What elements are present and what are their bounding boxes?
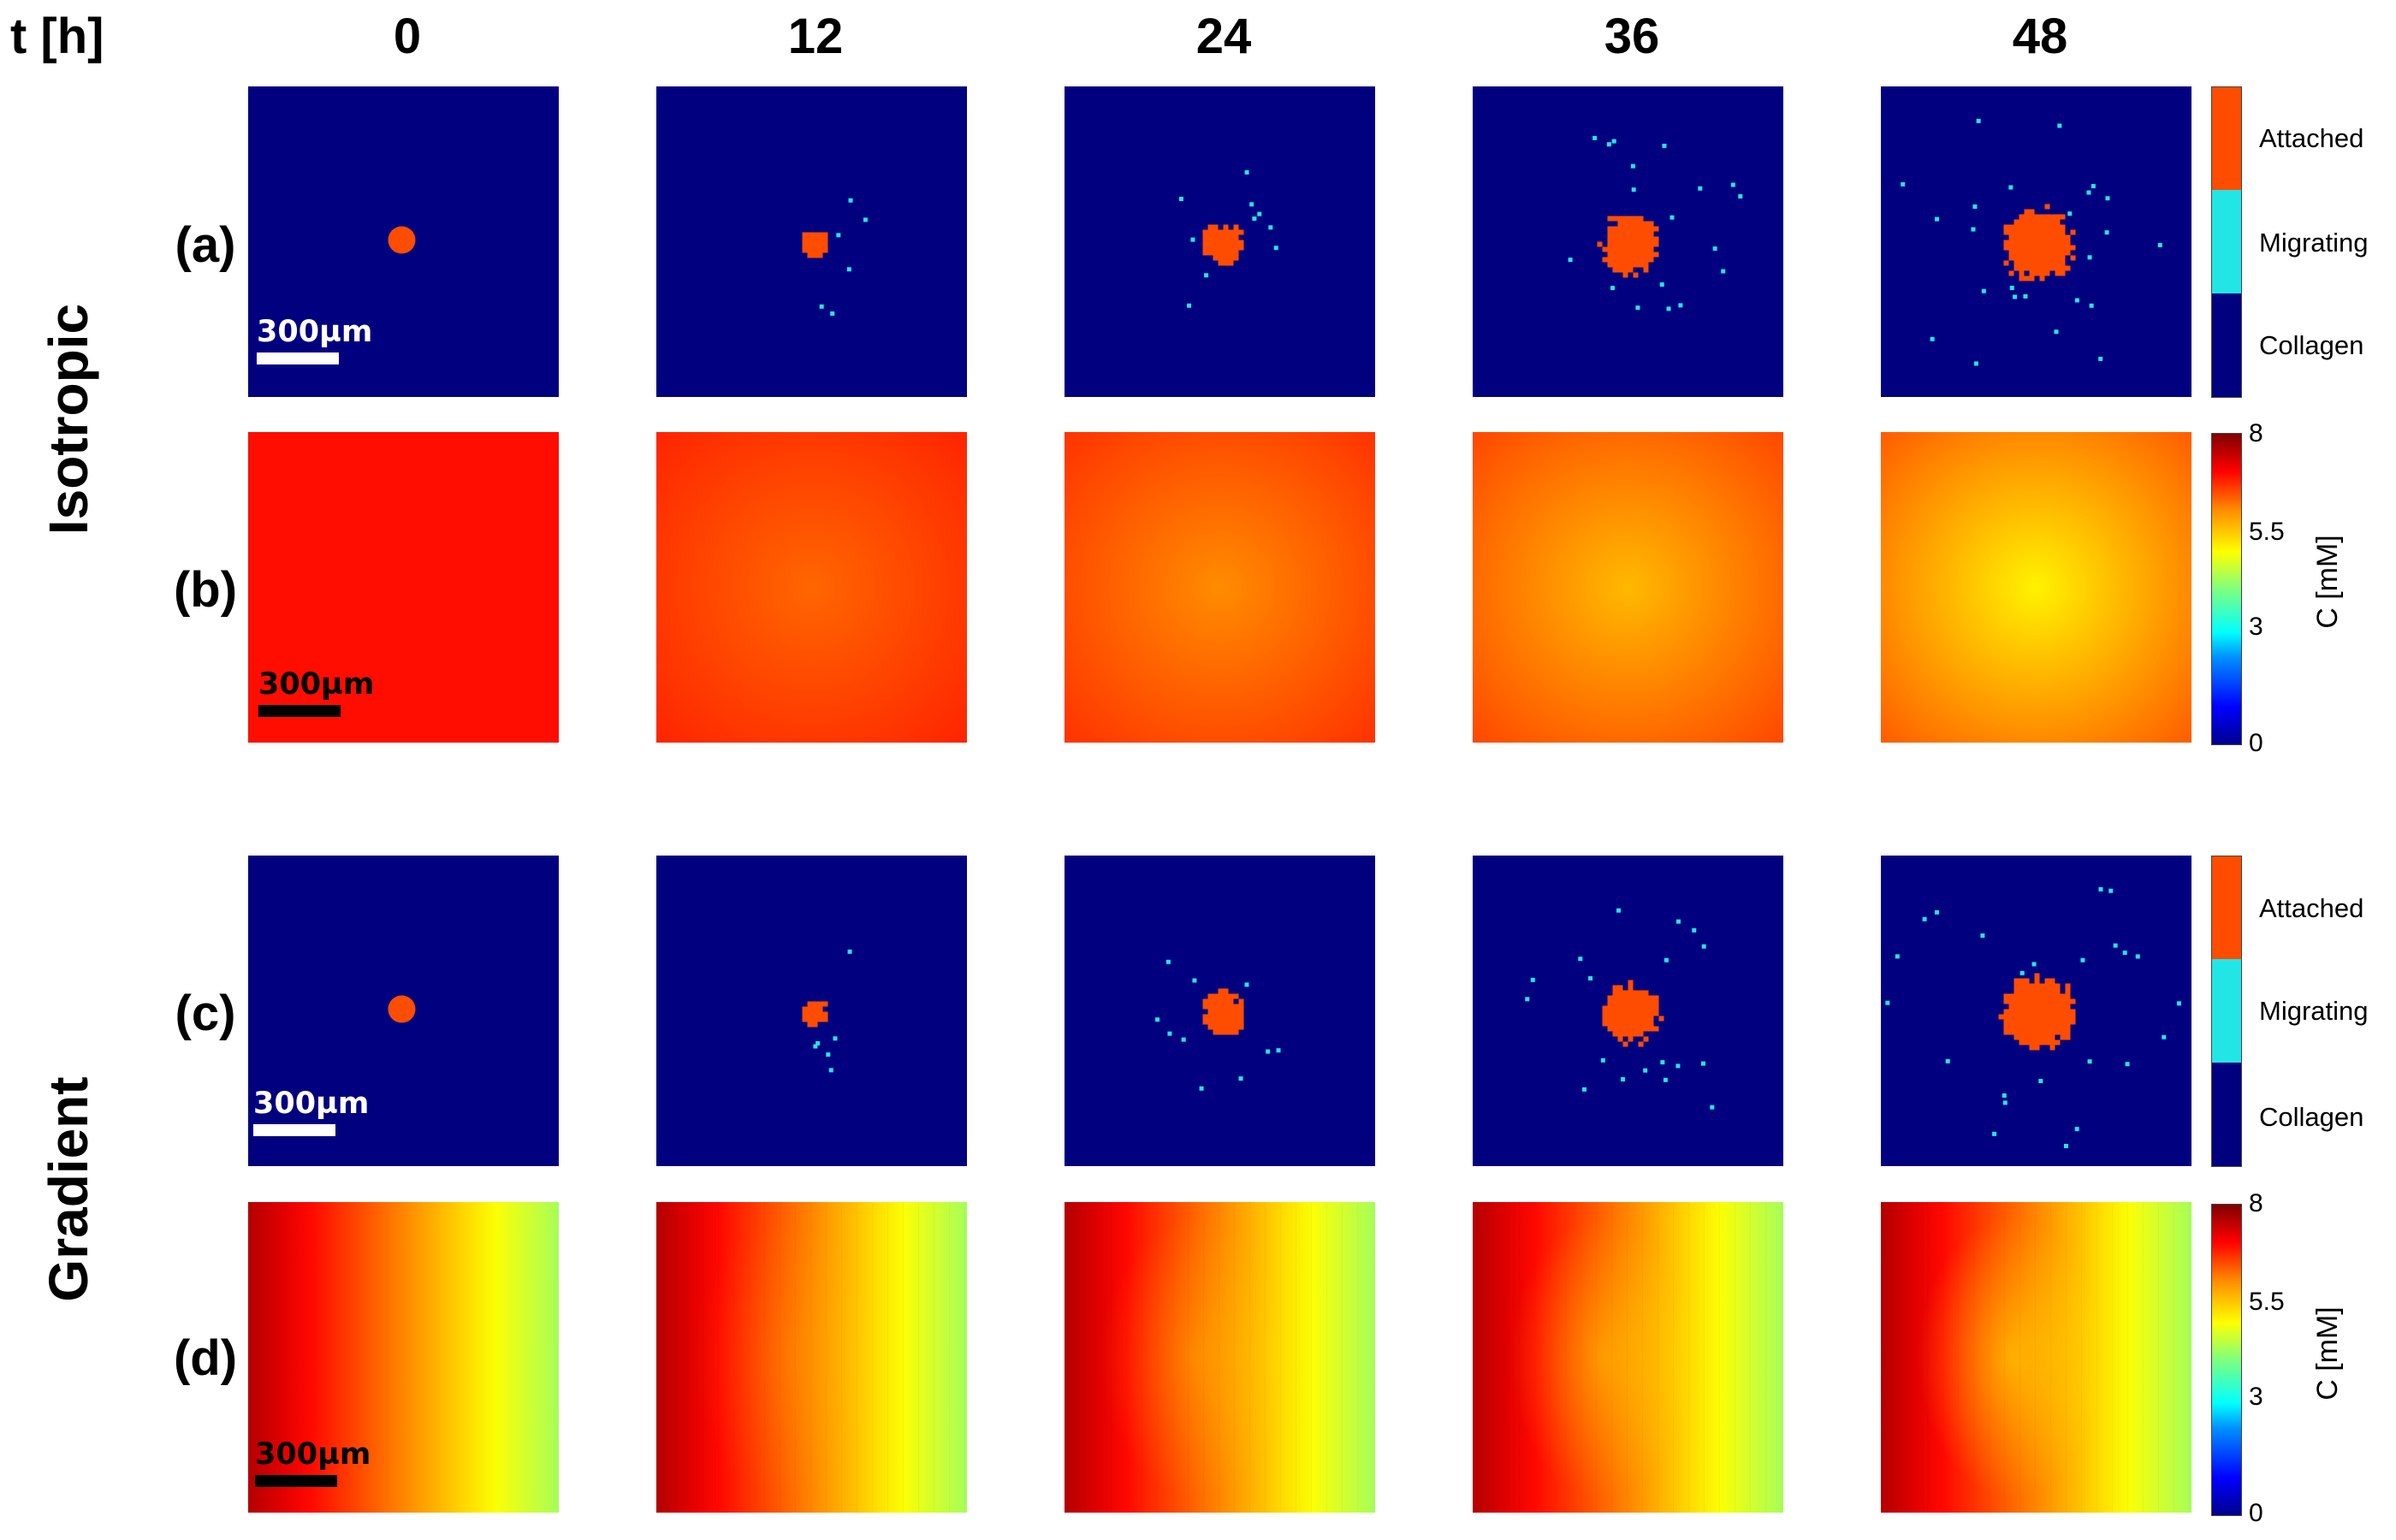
group-label-gradient: Gradient — [38, 1076, 99, 1302]
migrating-cells — [1885, 886, 2181, 1148]
colorbar-tick-8: 8 — [2249, 1189, 2263, 1217]
time-axis-label: t [h] — [10, 9, 104, 64]
migrating-cells — [813, 949, 852, 1073]
panel-label-c: (c) — [175, 986, 236, 1041]
migrating-cells — [819, 198, 868, 317]
colorbar-tick-3: 3 — [2249, 1383, 2263, 1411]
concentration-map-tile — [1065, 432, 1375, 743]
concentration-map-tile — [248, 1202, 559, 1513]
attached-cell-cluster — [1202, 988, 1244, 1035]
cell-map-tile — [1881, 856, 2191, 1166]
colorbar-title: C [mM] — [2311, 535, 2344, 629]
cell-state-legend-a — [2211, 86, 2242, 398]
attached-cell-cluster — [802, 1001, 828, 1028]
colorbar-tick-5.5: 5.5 — [2249, 518, 2285, 546]
concentration-map-tile — [248, 432, 559, 743]
concentration-map-tile — [1473, 432, 1783, 743]
legend-swatch-collagen — [2212, 1063, 2241, 1166]
cell-map-tile — [656, 856, 967, 1166]
concentration-map-tile — [1881, 1202, 2191, 1513]
legend-label-collagen: Collagen — [2259, 1102, 2364, 1132]
scale-bar-a: 300µm — [257, 315, 372, 364]
scale-bar-line — [257, 352, 339, 364]
legend-swatch-migrating — [2212, 190, 2241, 293]
time-label-36: 36 — [1604, 9, 1660, 64]
scale-bar-b: 300µm — [258, 667, 374, 717]
attached-cell-cluster — [1602, 980, 1664, 1047]
cell-map-tile — [1473, 856, 1783, 1166]
colorbar-tick-0: 0 — [2249, 729, 2263, 757]
colorbar-tick-5.5: 5.5 — [2249, 1288, 2285, 1316]
attached-cell-cluster — [2003, 204, 2076, 281]
attached-cell-cluster — [388, 995, 416, 1023]
cell-map-tile — [656, 86, 967, 397]
migrating-cells — [1525, 908, 1715, 1110]
group-label-isotropic: Isotropic — [38, 303, 99, 536]
time-label-0: 0 — [393, 9, 422, 64]
concentration-colorbar-b — [2211, 433, 2242, 745]
time-label-48: 48 — [2012, 9, 2068, 64]
legend-label-attached: Attached — [2259, 893, 2364, 923]
attached-cell-cluster — [388, 226, 416, 254]
concentration-map-tile — [1473, 1202, 1783, 1513]
cell-map-tile — [1473, 86, 1783, 397]
time-label-24: 24 — [1195, 9, 1252, 64]
scale-bar-line — [258, 705, 341, 717]
legend-label-attached: Attached — [2259, 123, 2364, 153]
attached-cell-cluster — [802, 232, 828, 258]
legend-swatch-migrating — [2212, 959, 2241, 1063]
scale-bar-c: 300µm — [253, 1087, 369, 1136]
cell-map-tile — [1065, 86, 1375, 397]
scale-bar-label: 300µm — [257, 315, 373, 349]
scale-bar-line — [253, 1124, 335, 1136]
attached-cell-cluster — [1597, 216, 1659, 278]
scale-bar-label: 300µm — [258, 667, 375, 702]
cell-state-legend-c — [2211, 856, 2242, 1167]
colorbar-title: C [mM] — [2311, 1306, 2344, 1401]
panel-label-d: (d) — [173, 1330, 238, 1386]
colorbar-tick-3: 3 — [2249, 613, 2263, 641]
legend-swatch-attached — [2212, 87, 2241, 190]
migrating-cells — [1178, 169, 1278, 308]
colorbar-tick-0: 0 — [2249, 1499, 2263, 1527]
cell-map-tile — [1065, 856, 1375, 1166]
legend-label-migrating: Migrating — [2259, 228, 2369, 258]
concentration-colorbar-d — [2211, 1204, 2242, 1516]
legend-label-collagen: Collagen — [2259, 330, 2364, 360]
time-label-12: 12 — [787, 9, 844, 64]
scale-bar-label: 300µm — [253, 1087, 370, 1121]
scale-bar-label: 300µm — [255, 1437, 371, 1472]
scale-bar-line — [255, 1475, 337, 1487]
attached-cell-cluster — [1998, 973, 2076, 1051]
legend-swatch-collagen — [2212, 293, 2241, 397]
cell-map-tile — [248, 86, 559, 397]
migrating-cells — [1155, 959, 1281, 1091]
legend-swatch-attached — [2212, 856, 2241, 959]
cell-map-tile — [248, 856, 559, 1166]
concentration-map-tile — [656, 432, 967, 743]
migrating-cells — [1568, 135, 1743, 311]
migrating-cells — [1901, 118, 2162, 366]
concentration-map-tile — [1065, 1202, 1375, 1513]
panel-label-a: (a) — [175, 217, 236, 273]
scale-bar-d: 300µm — [255, 1437, 371, 1487]
colorbar-tick-8: 8 — [2249, 419, 2263, 447]
cell-map-tile — [1881, 86, 2191, 397]
attached-cell-cluster — [1202, 224, 1244, 266]
concentration-map-tile — [1881, 432, 2191, 743]
panel-label-b: (b) — [173, 562, 238, 618]
legend-label-migrating: Migrating — [2259, 996, 2369, 1026]
concentration-map-tile — [656, 1202, 967, 1513]
